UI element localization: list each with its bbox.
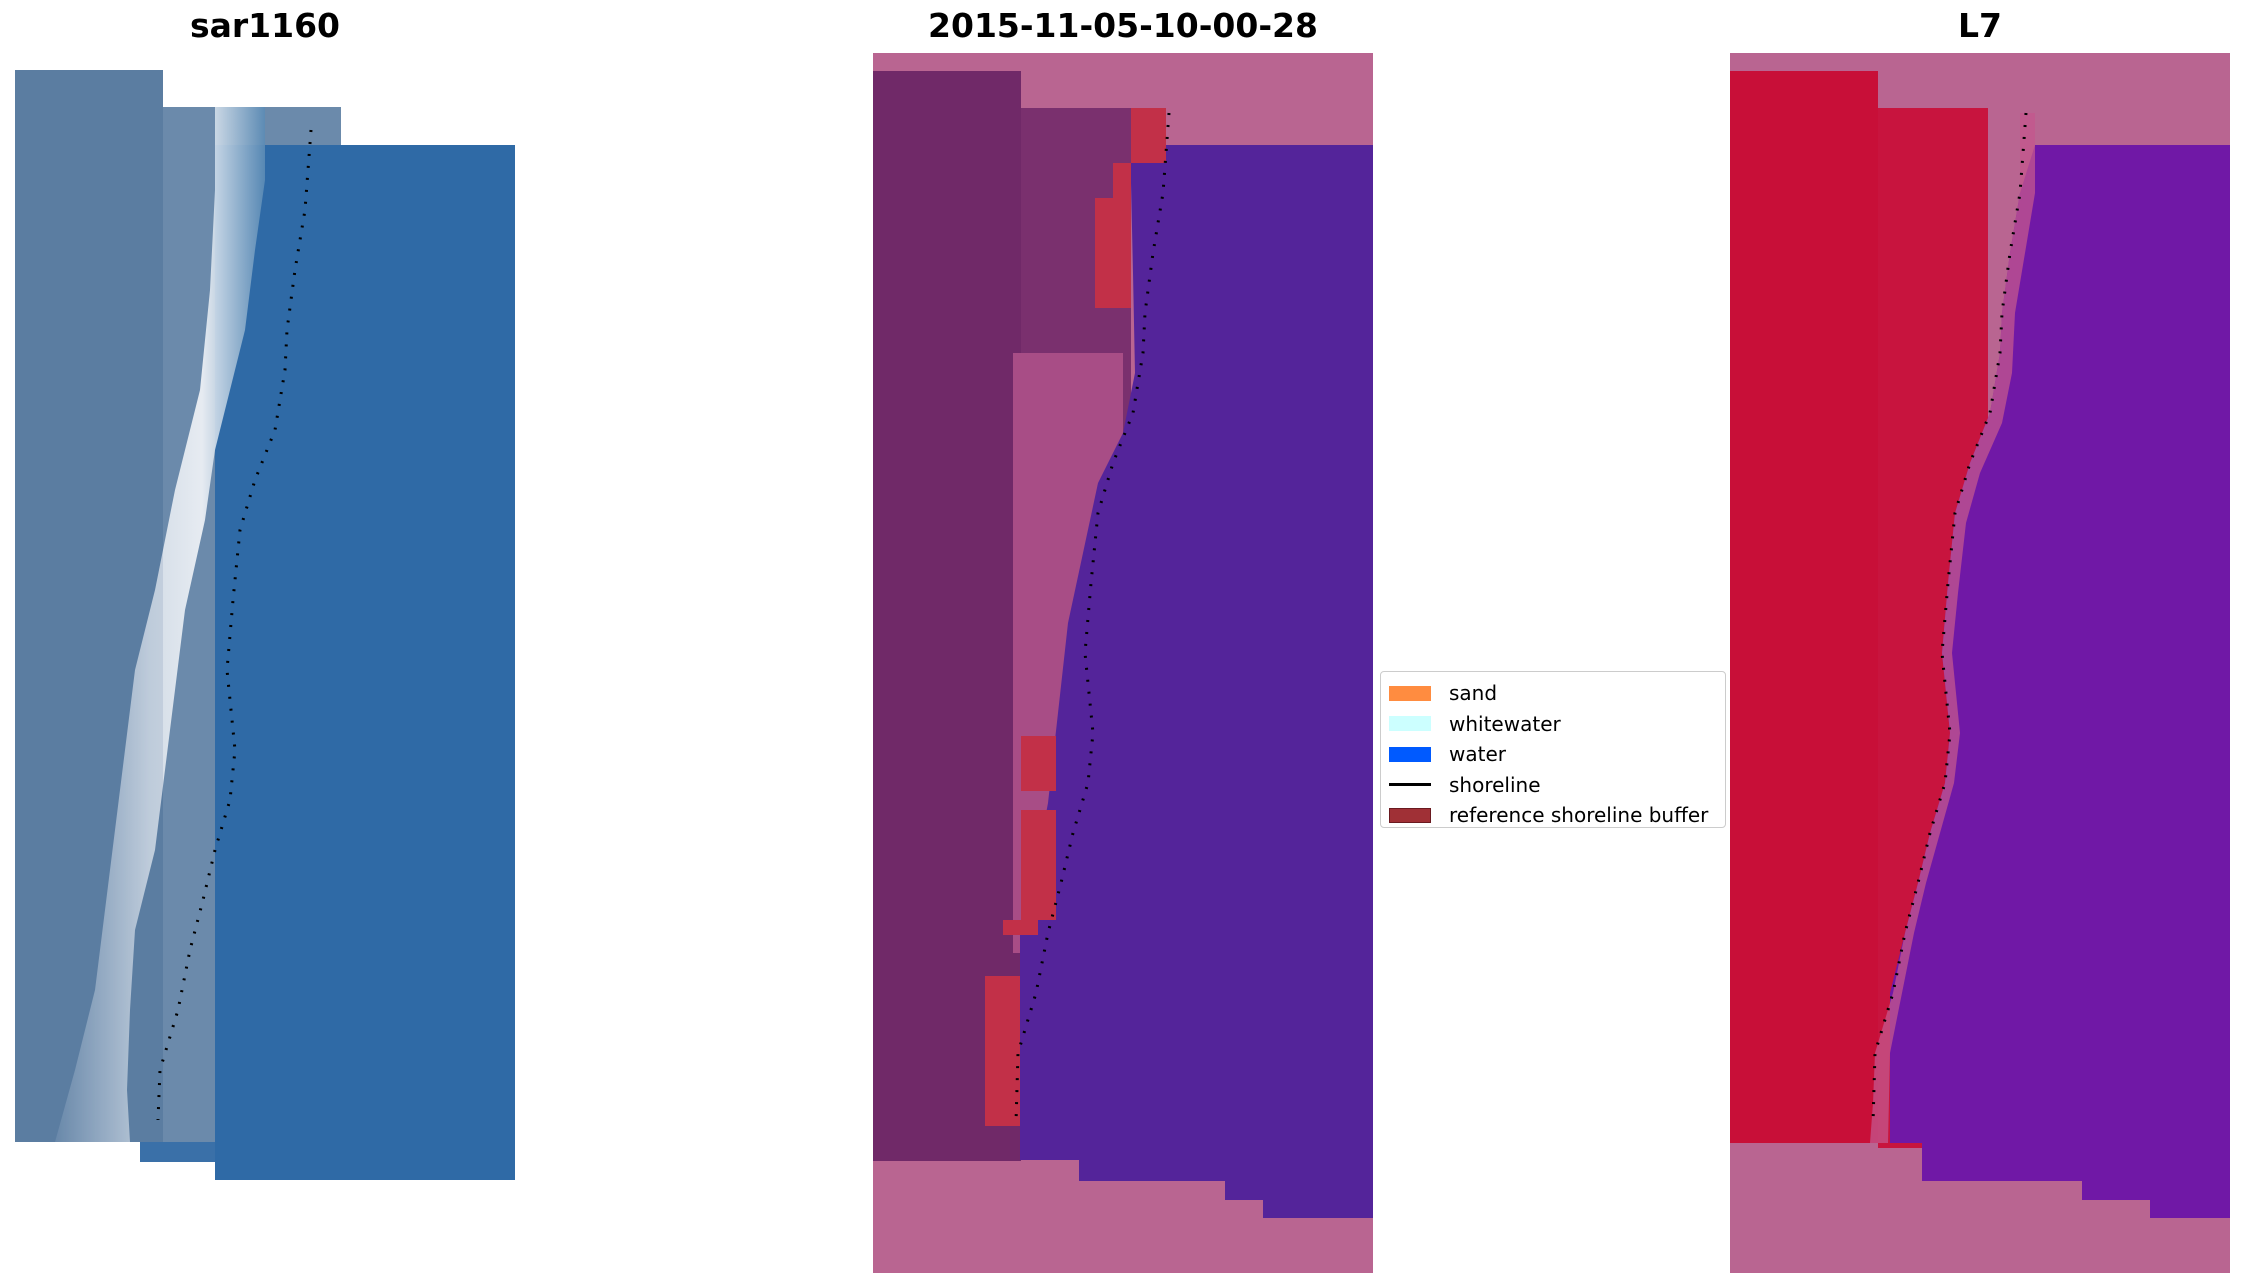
classified-image-panel <box>873 53 1373 1273</box>
sand-area <box>1730 71 1878 1143</box>
shoreline-line-swatch <box>1389 783 1431 787</box>
legend-item-whitewater: whitewater <box>1389 709 1717 740</box>
reference-buffer <box>985 108 1166 1126</box>
legend-item-reference-buffer: reference shoreline buffer <box>1389 800 1717 831</box>
legend-label: water <box>1449 742 1506 767</box>
water-area <box>1890 145 2230 1218</box>
legend-item-water: water <box>1389 739 1717 770</box>
rgb-whitewater-band <box>55 107 265 1142</box>
legend-label: reference shoreline buffer <box>1449 803 1709 828</box>
legend-item-sand: sand <box>1389 678 1717 709</box>
panel-title-classified: 2015-11-05-10-00-28 <box>928 6 1318 45</box>
legend-item-shoreline: shoreline <box>1389 770 1717 801</box>
panel-title-rgb: sar1160 <box>189 6 341 45</box>
falsecolor-transition <box>1870 113 2035 1143</box>
buffer-swatch <box>1389 807 1431 823</box>
legend-label: shoreline <box>1449 772 1541 797</box>
water-swatch <box>1389 746 1431 762</box>
water-area <box>1020 108 1373 1218</box>
rgb-water-area <box>140 145 515 1180</box>
panel-title-falsecolor: L7 <box>1958 6 2002 45</box>
falsecolor-image-panel <box>1730 53 2230 1273</box>
legend-label: sand <box>1449 681 1498 706</box>
sand-swatch <box>1389 685 1431 701</box>
rgb-image-panel <box>15 70 515 1220</box>
legend: sand whitewater water shoreline referenc… <box>1380 671 1726 828</box>
whitewater-swatch <box>1389 716 1431 732</box>
legend-label: whitewater <box>1449 711 1561 736</box>
